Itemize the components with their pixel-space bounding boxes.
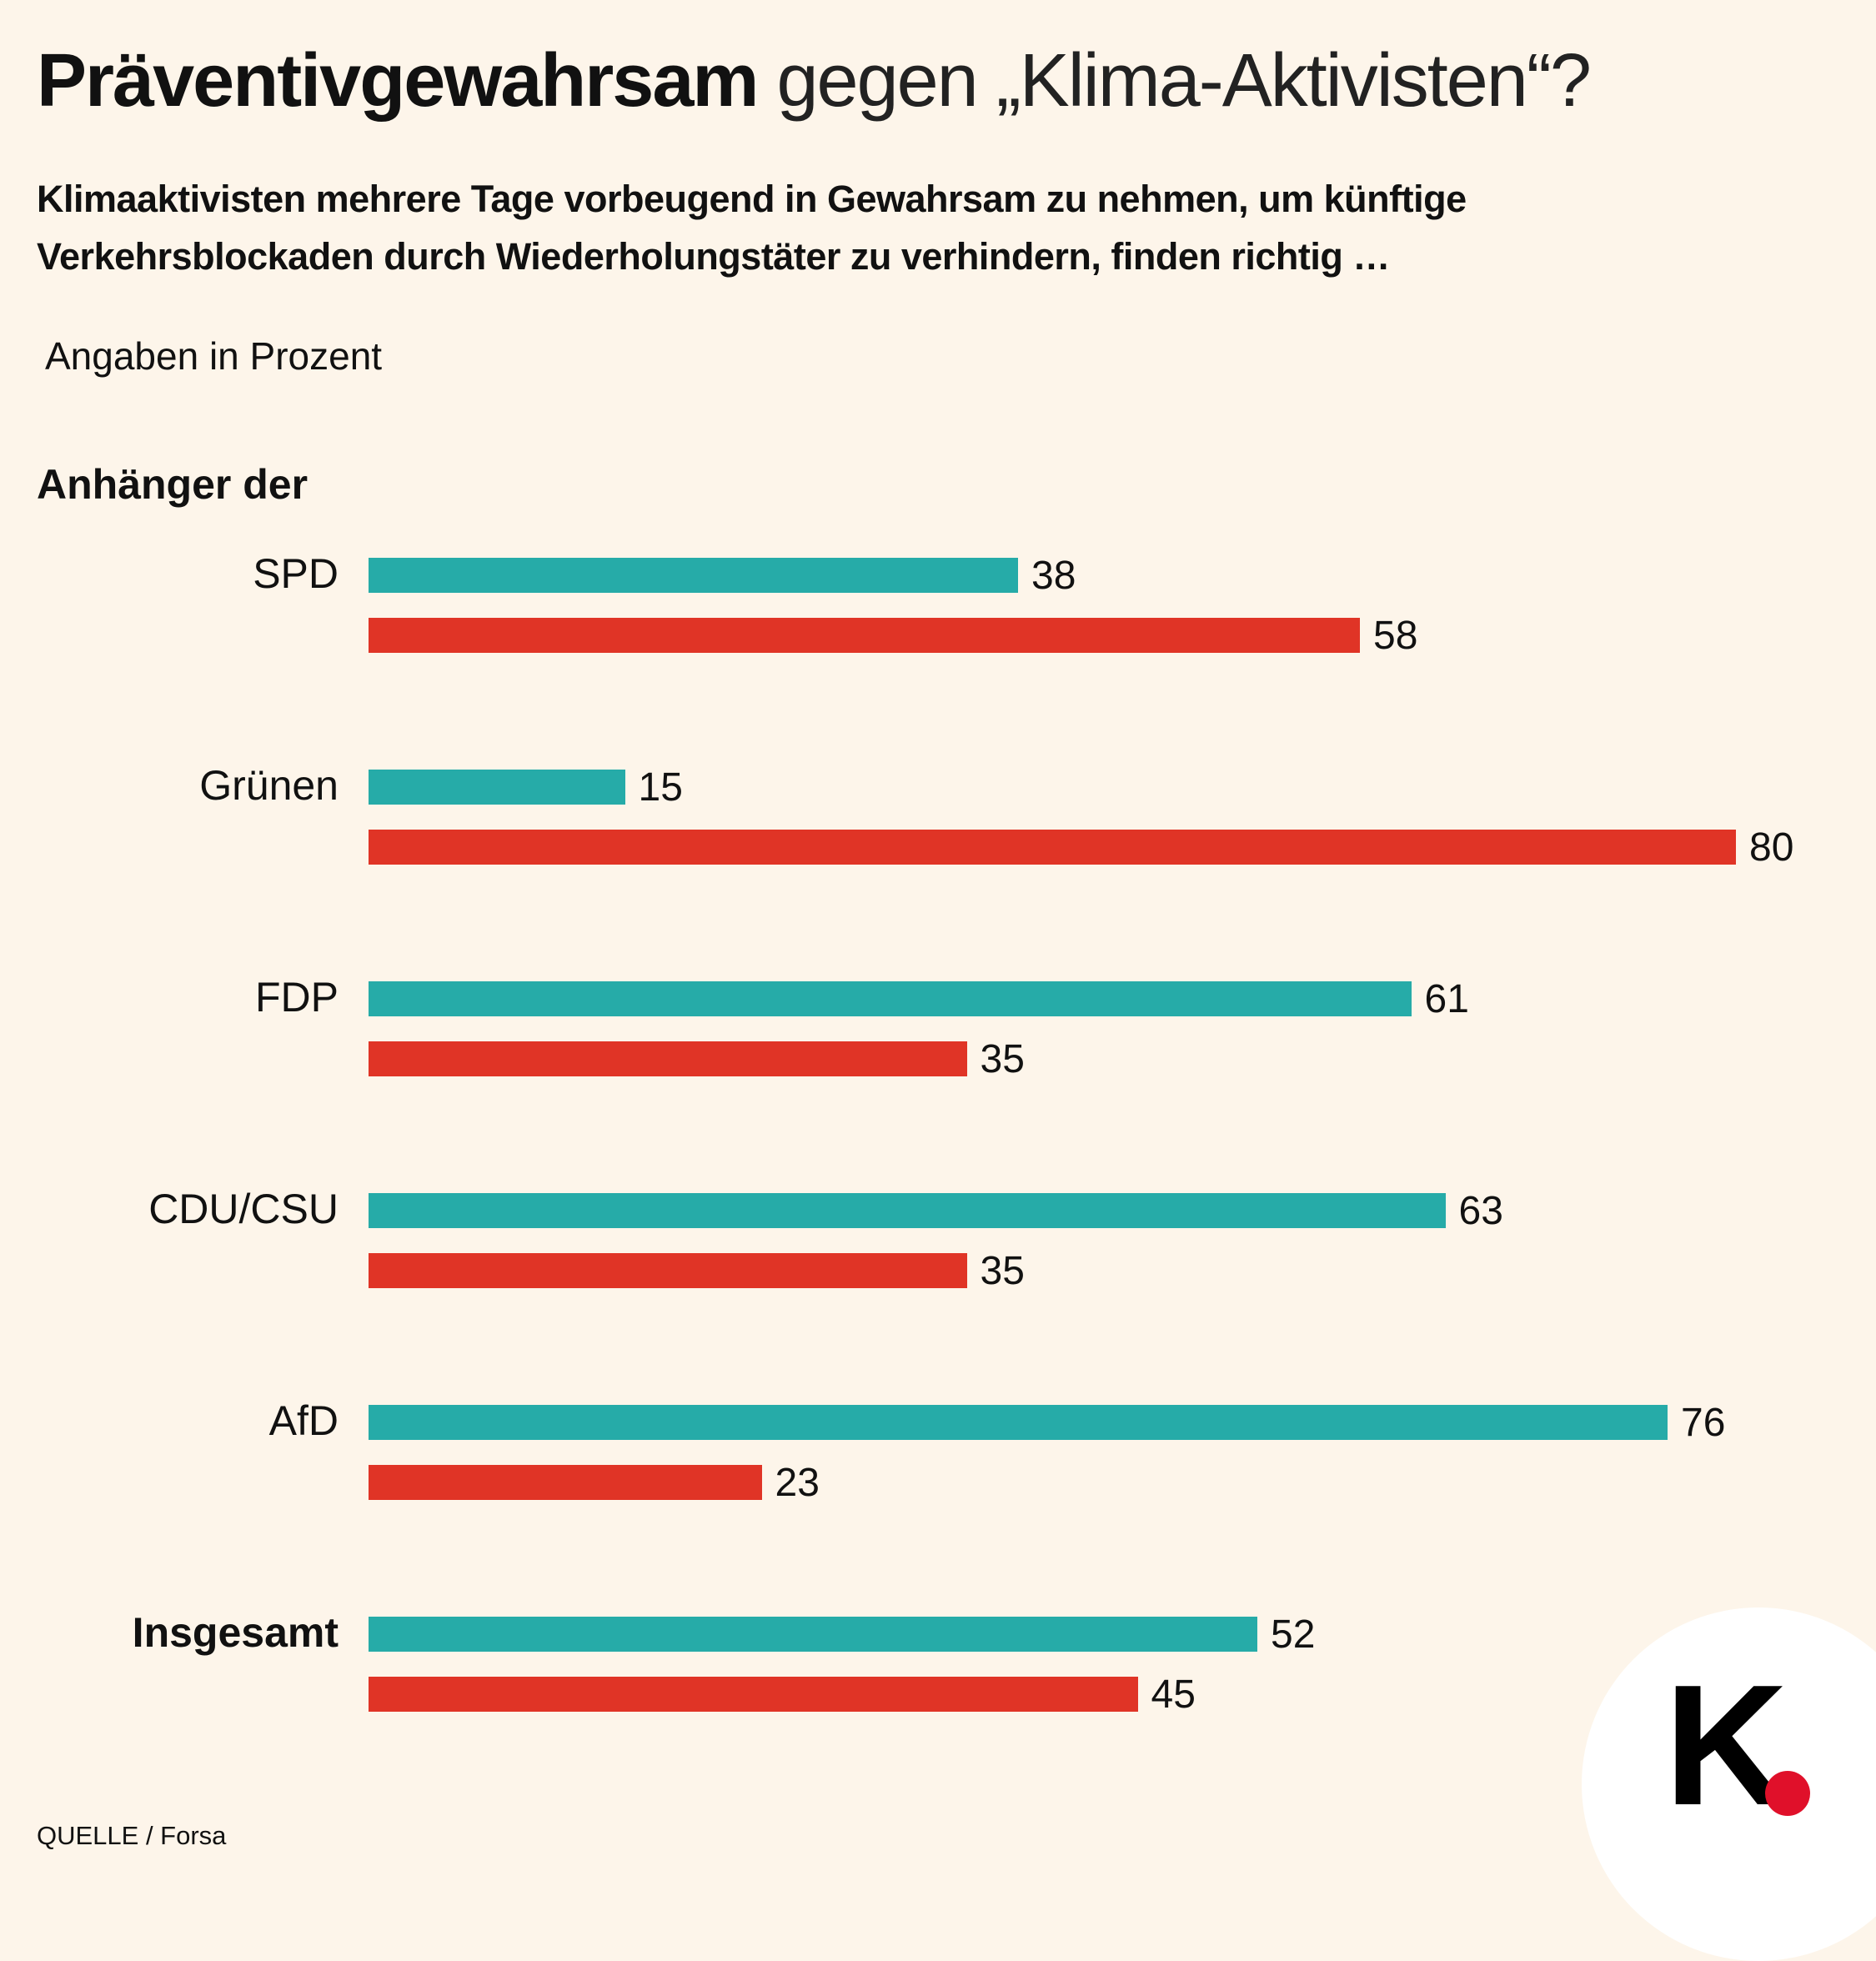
value-label: 76	[1681, 1401, 1726, 1445]
bar-teal	[369, 1617, 1257, 1652]
value-label: 38	[1031, 554, 1076, 598]
value-label: 52	[1271, 1612, 1316, 1657]
bar-red	[369, 830, 1736, 865]
unit-note: Angaben in Prozent	[45, 334, 383, 378]
value-label: 80	[1749, 825, 1794, 870]
title-light: gegen „Klima-Aktivisten“?	[757, 39, 1591, 123]
bar-red	[369, 1041, 967, 1076]
bar-teal	[369, 558, 1018, 593]
value-label: 35	[980, 1037, 1025, 1081]
chart-title: Präventivgewahrsam gegen „Klima-Aktivist…	[37, 38, 1592, 124]
value-label: 58	[1373, 614, 1418, 658]
bar-red	[369, 1677, 1138, 1712]
group-heading: Anhänger der	[37, 461, 308, 508]
value-label: 35	[980, 1249, 1025, 1293]
bar-red	[369, 1465, 762, 1500]
subtitle-line-1: Klimaaktivisten mehrere Tage vorbeugend …	[37, 178, 1467, 220]
category-label: CDU/CSU	[148, 1186, 339, 1232]
value-label: 23	[775, 1461, 820, 1505]
value-label: 45	[1151, 1673, 1196, 1717]
category-label: AfD	[268, 1397, 339, 1444]
value-label: 61	[1424, 977, 1469, 1021]
source-note: QUELLE / Forsa	[37, 1821, 227, 1850]
value-label: 63	[1458, 1189, 1503, 1233]
bar-red	[369, 1253, 967, 1288]
subtitle-line-2: Verkehrsblockaden durch Wiederholungstät…	[37, 235, 1390, 278]
bar-teal	[369, 1405, 1668, 1440]
category-label: Insgesamt	[132, 1609, 339, 1656]
category-label: Grünen	[199, 762, 339, 809]
category-label: SPD	[253, 550, 339, 597]
value-label: 15	[638, 765, 683, 810]
bar-teal	[369, 1193, 1446, 1228]
logo-dot	[1765, 1771, 1810, 1816]
title-bold: Präventivgewahrsam	[37, 39, 759, 123]
category-label: FDP	[255, 974, 339, 1021]
bar-teal	[369, 981, 1412, 1016]
bar-red	[369, 618, 1360, 653]
bar-teal	[369, 770, 625, 805]
